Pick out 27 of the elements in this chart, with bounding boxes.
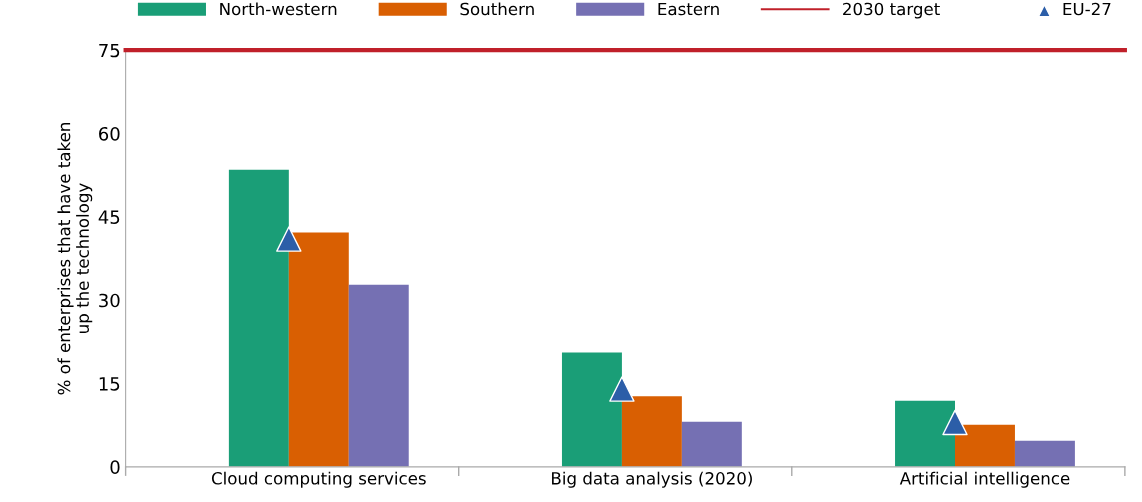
bar — [348, 284, 409, 467]
x-tick-label: Big data analysis (2020) — [552, 471, 752, 488]
bar — [1014, 440, 1075, 467]
bar — [288, 232, 349, 467]
y-tick-label: 30 — [99, 293, 120, 308]
legend-label: 2030 target — [843, 2, 940, 19]
legend-label: North-western — [220, 2, 337, 16]
y-axis-title: % of enterprises that have taken up the technology — [57, 123, 93, 395]
legend-label: Southern — [460, 2, 534, 16]
y-tick-label: 15 — [99, 377, 120, 391]
x-tick-label: Cloud computing services — [211, 471, 426, 488]
bar — [561, 352, 622, 467]
legend-label: EU-27 — [1063, 2, 1111, 16]
legend-label: Eastern — [658, 2, 719, 16]
bar — [681, 421, 742, 467]
y-tick-label: 75 — [99, 43, 120, 58]
y-tick-label: 0 — [110, 460, 120, 474]
bar — [228, 169, 289, 467]
point — [276, 226, 302, 252]
x-tick-label: Artificial intelligence — [899, 471, 1070, 488]
y-tick-label: 45 — [98, 210, 120, 224]
point — [609, 376, 635, 402]
y-tick-label: 60 — [99, 126, 120, 141]
bar — [895, 400, 955, 467]
point — [942, 409, 968, 436]
bar — [621, 396, 682, 467]
bar — [955, 424, 1015, 467]
